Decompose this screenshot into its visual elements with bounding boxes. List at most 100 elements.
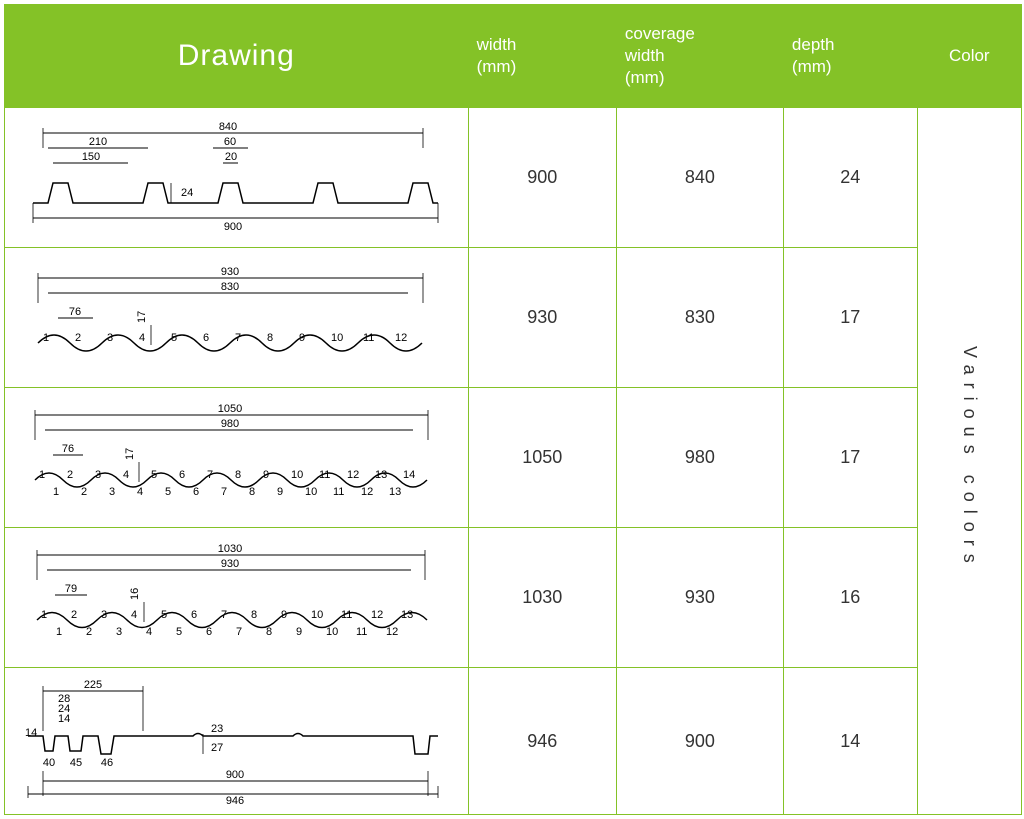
spec-tbody: 840 210 150 60 20 24 (5, 108, 1022, 815)
svg-text:900: 900 (226, 769, 244, 781)
svg-text:900: 900 (224, 221, 242, 233)
profile-drawing-corrugated: 1050 980 76 17 12 34 56 78 910 1112 1314 (13, 400, 443, 515)
svg-text:11: 11 (356, 626, 367, 638)
svg-text:840: 840 (219, 121, 237, 133)
header-row: Drawing width (mm) coverage width (mm) d… (5, 5, 1022, 108)
col-width: width (mm) (468, 5, 616, 108)
svg-text:4: 4 (123, 469, 129, 481)
svg-text:5: 5 (151, 469, 157, 481)
svg-text:5: 5 (165, 486, 171, 498)
svg-text:5: 5 (176, 626, 182, 638)
drawing-cell: 930 830 76 17 12 34 56 78 910 (5, 248, 469, 388)
svg-text:1: 1 (56, 626, 62, 638)
svg-text:17: 17 (124, 448, 136, 460)
table-row: 930 830 76 17 12 34 56 78 910 (5, 248, 1022, 388)
coverage-cell: 840 (616, 108, 783, 248)
svg-text:10: 10 (331, 332, 343, 344)
svg-text:4: 4 (137, 486, 143, 498)
svg-text:13: 13 (375, 469, 387, 481)
svg-text:40: 40 (43, 757, 55, 769)
width-cell: 900 (468, 108, 616, 248)
profile-drawing-corrugated: 930 830 76 17 12 34 56 78 910 (13, 263, 443, 373)
svg-text:7: 7 (235, 332, 241, 344)
svg-text:150: 150 (82, 151, 100, 163)
svg-text:7: 7 (221, 486, 227, 498)
svg-text:76: 76 (69, 306, 81, 318)
svg-text:4: 4 (131, 609, 137, 621)
svg-text:12: 12 (386, 626, 398, 638)
svg-text:9: 9 (281, 609, 287, 621)
svg-text:11: 11 (319, 469, 330, 481)
svg-text:8: 8 (249, 486, 255, 498)
profile-drawing-corrugated: 1030 930 79 16 12 34 56 78 910 1112 13 (13, 540, 443, 655)
coverage-cell: 980 (616, 388, 783, 528)
svg-text:27: 27 (211, 742, 223, 754)
svg-text:8: 8 (251, 609, 257, 621)
svg-text:7: 7 (207, 469, 213, 481)
svg-text:8: 8 (267, 332, 273, 344)
svg-text:14: 14 (25, 727, 37, 739)
width-cell: 946 (468, 668, 616, 815)
col-depth: depth (mm) (783, 5, 917, 108)
table-row: 1050 980 76 17 12 34 56 78 910 1112 1314 (5, 388, 1022, 528)
svg-text:9: 9 (299, 332, 305, 344)
svg-text:46: 46 (101, 757, 113, 769)
svg-text:16: 16 (129, 588, 141, 600)
svg-text:8: 8 (235, 469, 241, 481)
svg-text:76: 76 (62, 443, 74, 455)
svg-text:980: 980 (221, 418, 239, 430)
drawing-cell: 225 28 24 14 14 40 45 46 23 27 (5, 668, 469, 815)
svg-text:8: 8 (266, 626, 272, 638)
profile-drawing-ribbed: 225 28 24 14 14 40 45 46 23 27 (13, 676, 443, 806)
svg-text:3: 3 (95, 469, 101, 481)
svg-text:3: 3 (101, 609, 107, 621)
coverage-cell: 830 (616, 248, 783, 388)
svg-text:5: 5 (171, 332, 177, 344)
depth-cell: 16 (783, 528, 917, 668)
coverage-cell: 930 (616, 528, 783, 668)
svg-text:1: 1 (53, 486, 59, 498)
svg-text:2: 2 (81, 486, 87, 498)
svg-text:1: 1 (41, 609, 47, 621)
col-color: Color (917, 5, 1021, 108)
table-row: 1030 930 79 16 12 34 56 78 910 1112 13 (5, 528, 1022, 668)
svg-text:930: 930 (221, 266, 239, 278)
color-cell: Various colors (917, 108, 1021, 815)
svg-text:2: 2 (71, 609, 77, 621)
svg-text:1: 1 (39, 469, 45, 481)
col-coverage: coverage width (mm) (616, 5, 783, 108)
svg-text:1030: 1030 (218, 543, 242, 555)
width-cell: 1050 (468, 388, 616, 528)
svg-text:2: 2 (67, 469, 73, 481)
svg-text:10: 10 (311, 609, 323, 621)
svg-text:225: 225 (84, 679, 102, 691)
svg-text:12: 12 (361, 486, 373, 498)
depth-cell: 24 (783, 108, 917, 248)
svg-text:6: 6 (179, 469, 185, 481)
svg-text:7: 7 (236, 626, 242, 638)
svg-text:9: 9 (263, 469, 269, 481)
svg-text:14: 14 (403, 469, 415, 481)
svg-text:10: 10 (326, 626, 338, 638)
svg-text:5: 5 (161, 609, 167, 621)
svg-text:10: 10 (291, 469, 303, 481)
svg-text:13: 13 (401, 609, 413, 621)
table-row: 225 28 24 14 14 40 45 46 23 27 (5, 668, 1022, 815)
svg-text:12: 12 (371, 609, 383, 621)
svg-text:11: 11 (341, 609, 352, 621)
svg-text:946: 946 (226, 795, 244, 806)
svg-text:9: 9 (296, 626, 302, 638)
svg-text:6: 6 (206, 626, 212, 638)
svg-text:10: 10 (305, 486, 317, 498)
svg-text:3: 3 (107, 332, 113, 344)
svg-text:4: 4 (146, 626, 152, 638)
svg-text:930: 930 (221, 558, 239, 570)
svg-text:13: 13 (389, 486, 401, 498)
svg-text:3: 3 (109, 486, 115, 498)
svg-text:6: 6 (191, 609, 197, 621)
svg-text:11: 11 (363, 332, 374, 344)
color-text: Various colors (959, 346, 980, 571)
svg-text:60: 60 (224, 136, 236, 148)
svg-text:9: 9 (277, 486, 283, 498)
svg-text:6: 6 (193, 486, 199, 498)
